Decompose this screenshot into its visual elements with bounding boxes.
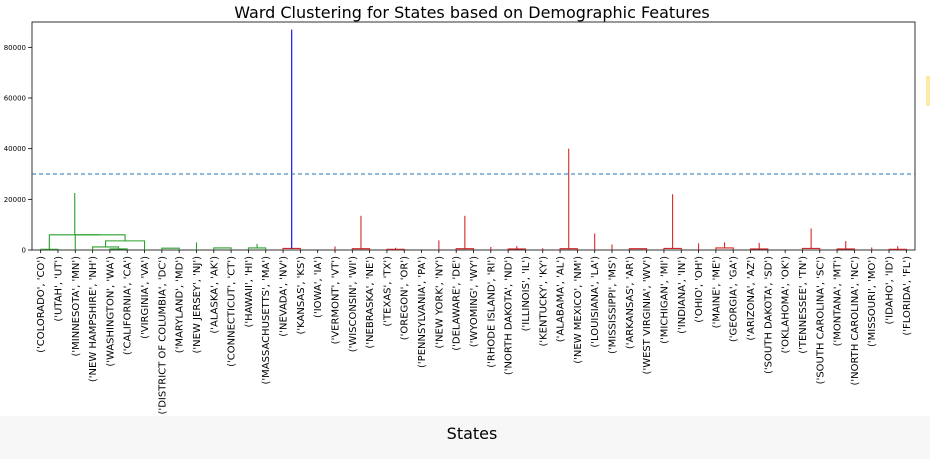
dendrogram-link (836, 248, 855, 250)
x-tick-label: ('PENNSYLVANIA', 'PA') (417, 256, 428, 368)
x-tick-label: ('NEVADA', 'NV') (279, 256, 290, 337)
x-tick-label: ('TENNESSEE', 'TN') (798, 256, 809, 354)
x-tick-label: ('KANSAS', 'KS') (296, 256, 307, 335)
x-tick-label: ('HAWAII', 'HI') (244, 256, 255, 328)
x-tick-label: ('WISCONSIN', 'WI') (348, 256, 359, 352)
dendrogram-link (628, 248, 648, 250)
x-tick-label: ('GEORGIA', 'GA') (729, 256, 740, 342)
x-tick-label: ('NEW HAMPSHIRE', 'NH') (88, 256, 99, 382)
x-tick-label: ('MASSACHUSETTS', 'MA') (261, 256, 272, 385)
x-tick-label: ('MARYLAND', 'MD') (175, 256, 186, 353)
x-tick-label: ('MONTANA', 'MT') (833, 256, 844, 346)
x-tick-label: ('MICHIGAN', 'MI') (659, 256, 670, 344)
dendrogram-link (507, 248, 526, 250)
x-axis-label: States (447, 424, 498, 443)
x-tick-label: ('WASHINGTON', 'WA') (105, 256, 116, 367)
x-tick-label: ('ALABAMA', 'AL') (556, 256, 567, 342)
x-tick-label: ('INDIANA', 'IN') (677, 256, 688, 334)
x-tick-label: ('MISSOURI', 'MO') (867, 256, 878, 347)
x-tick-label: ('IOWA', 'IA') (313, 256, 324, 318)
x-tick-label: ('COLORADO', 'CO') (36, 256, 47, 353)
x-tick-label: ('IDAHO', 'ID') (885, 256, 896, 325)
x-tick-label: ('NEW YORK', 'NY') (434, 256, 445, 349)
x-tick-label: ('DISTRICT OF COLUMBIA', 'DC') (157, 256, 168, 415)
x-tick-label: ('OREGON', 'OR') (400, 256, 411, 340)
x-tick-label: ('FLORIDA', 'FL') (902, 256, 913, 336)
y-tick-label: 40000 (4, 145, 26, 153)
x-tick-label: ('NORTH DAKOTA', 'ND') (504, 256, 515, 375)
dendrogram-link (109, 248, 128, 250)
x-tick-label: ('WYOMING', 'WY') (469, 256, 480, 347)
y-tick-label: 0 (22, 247, 26, 255)
x-tick-label: ('DELAWARE', 'DE') (452, 256, 463, 351)
x-tick-label: ('ARKANSAS', 'AR') (625, 256, 636, 349)
x-tick-label: ('OHIO', 'OH') (694, 256, 705, 323)
x-tick-label: ('VIRGINIA', 'VA') (140, 256, 151, 339)
x-tick-label: ('UTAH', 'UT') (53, 256, 64, 322)
x-tick-label: ('NEW MEXICO', 'NM') (573, 256, 584, 364)
y-tick-label: 80000 (4, 44, 26, 52)
x-tick-label: ('MAINE', 'ME') (711, 256, 722, 328)
x-tick-label: ('TEXAS', 'TX') (382, 256, 393, 327)
dendrogram-link (749, 248, 769, 250)
x-tick-label: ('ARIZONA', 'AZ') (746, 256, 757, 341)
plot-frame (31, 21, 916, 251)
x-tick-label: ('MISSISSIPPI', 'MS') (608, 256, 619, 354)
dendrogram-link (213, 247, 232, 250)
dendrogram-link (48, 234, 101, 250)
x-tick-label: ('NEBRASKA', 'NE') (365, 256, 376, 349)
x-tick-label: ('WEST VIRGINIA', 'WV') (642, 256, 653, 375)
x-tick-label: ('VERMONT', 'VT') (330, 256, 341, 344)
x-tick-label: ('ILLINOIS', 'IL') (521, 256, 532, 331)
x-tick-label: ('NEW JERSEY', 'NJ') (192, 256, 203, 354)
x-tick-label: ('LOUISIANA', 'LA') (590, 256, 601, 348)
x-tick-label: ('CONNECTICUT', 'CT') (227, 256, 238, 367)
side-edge-marker (926, 76, 930, 106)
x-tick-label: ('OKLAHOMA', 'OK') (781, 256, 792, 354)
x-tick-label: ('SOUTH CAROLINA', 'SC') (815, 256, 826, 384)
x-tick-label: ('RHODE ISLAND', 'RI') (486, 256, 497, 368)
x-tick-label: ('NORTH CAROLINA', 'NC') (850, 256, 861, 386)
dendrogram-link (161, 247, 180, 250)
x-tick-label: ('MINNESOTA', 'MN') (71, 256, 82, 357)
x-tick-label: ('ALASKA', 'AK') (209, 256, 220, 334)
x-tick-label: ('SOUTH DAKOTA', 'SD') (763, 256, 774, 374)
dendrogram-link (74, 234, 126, 250)
y-tick-label: 60000 (4, 95, 26, 103)
y-tick-label: 20000 (4, 196, 26, 204)
x-tick-label: ('CALIFORNIA', 'CA') (123, 256, 134, 355)
x-tick-label: ('KENTUCKY', 'KY') (538, 256, 549, 347)
chart-title: Ward Clustering for States based on Demo… (234, 3, 710, 22)
footer-background (0, 416, 930, 459)
